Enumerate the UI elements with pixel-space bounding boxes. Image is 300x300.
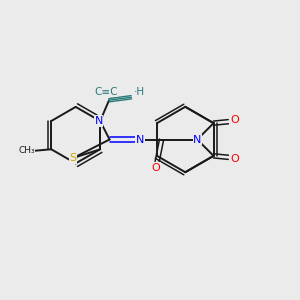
Text: CH₃: CH₃ [18, 146, 35, 155]
Text: N: N [193, 134, 201, 145]
Text: N: N [94, 116, 103, 126]
Text: N: N [136, 134, 144, 145]
Text: C≡C: C≡C [94, 87, 118, 97]
Text: O: O [151, 163, 160, 173]
Text: S: S [70, 153, 77, 163]
Text: O: O [230, 115, 239, 125]
Text: O: O [230, 154, 239, 164]
Text: ·H: ·H [134, 87, 145, 97]
